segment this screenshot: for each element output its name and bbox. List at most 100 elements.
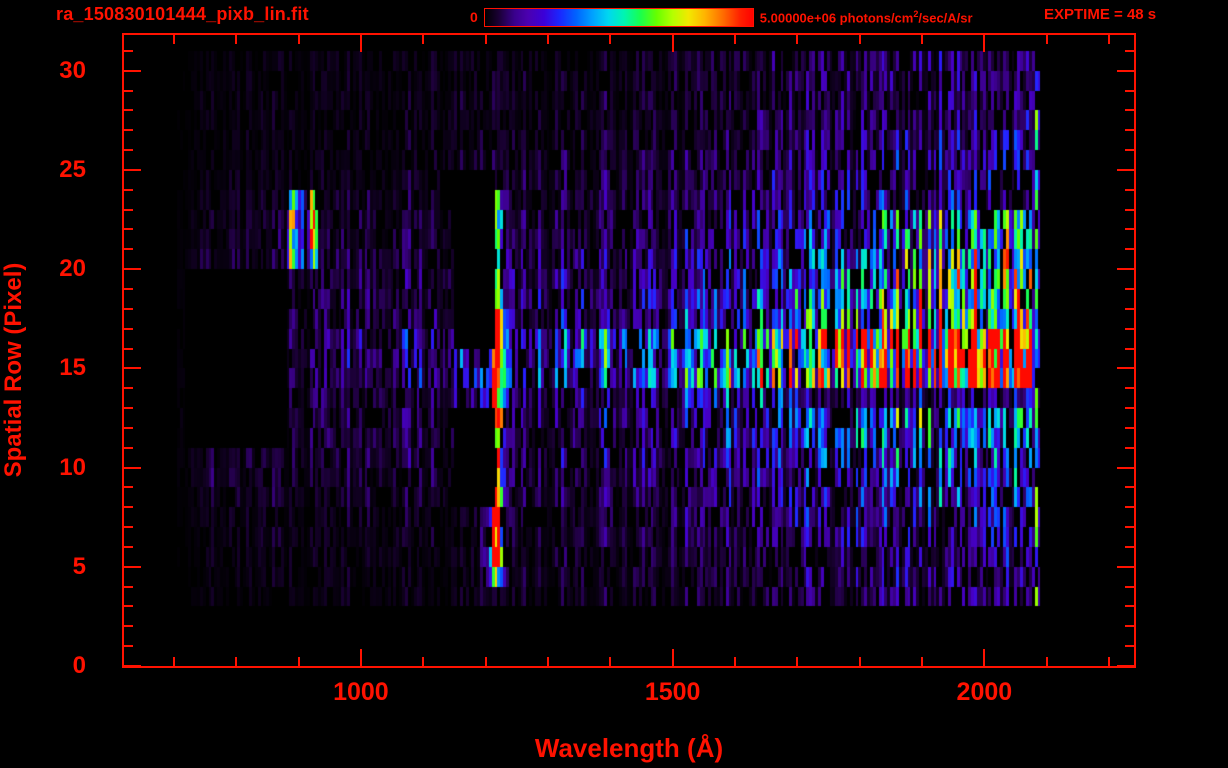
y-minor-tick [124, 645, 133, 648]
colorbar-max-value: 5.00000e+06 photons/cm [759, 10, 914, 26]
x-tick-label: 1500 [644, 678, 701, 706]
x-minor-tick [796, 657, 799, 666]
y-minor-tick [124, 327, 133, 330]
spectrogram-image [124, 35, 1134, 666]
y-minor-tick [124, 248, 133, 251]
y-major-tick-right [1117, 268, 1134, 271]
x-axis-title: Wavelength (Å) [534, 733, 724, 763]
y-minor-tick [124, 149, 133, 152]
x-major-tick-top [671, 35, 674, 52]
x-minor-tick [609, 657, 612, 666]
y-minor-tick-right [1125, 387, 1134, 390]
y-major-tick-right [1117, 168, 1134, 171]
y-minor-tick [124, 347, 133, 350]
x-minor-tick-top [733, 35, 736, 44]
y-tick-label: 10 [59, 453, 86, 481]
y-minor-tick-right [1125, 506, 1134, 509]
x-minor-tick-top [422, 35, 425, 44]
y-minor-tick [124, 228, 133, 231]
x-tick-label: 2000 [956, 678, 1013, 706]
y-tick-label: 30 [59, 56, 86, 84]
x-minor-tick-top [796, 35, 799, 44]
y-minor-tick-right [1125, 129, 1134, 132]
y-tick-label: 15 [59, 354, 86, 382]
y-minor-tick [124, 605, 133, 608]
y-minor-tick [124, 407, 133, 410]
x-minor-tick-top [609, 35, 612, 44]
x-minor-tick [858, 657, 861, 666]
page-title: ra_150830101444_pixb_lin.fit [56, 4, 309, 24]
x-minor-tick [172, 657, 175, 666]
y-minor-tick-right [1125, 208, 1134, 211]
colorbar-min-label: 0 [470, 9, 478, 25]
colorbar: 0 5.00000e+06 photons/cm2/sec/A/sr [470, 6, 973, 28]
y-minor-tick-right [1125, 327, 1134, 330]
x-major-tick [671, 649, 674, 666]
x-minor-tick-top [921, 35, 924, 44]
exposure-time-label: EXPTIME = 48 s [1044, 6, 1157, 23]
y-major-tick [124, 466, 141, 469]
y-minor-tick [124, 109, 133, 112]
x-minor-tick [235, 657, 238, 666]
y-tick-label: 5 [72, 552, 86, 580]
y-major-tick-right [1117, 665, 1134, 667]
y-tick-label: 0 [72, 652, 86, 679]
y-minor-tick-right [1125, 188, 1134, 191]
y-minor-tick [124, 486, 133, 489]
x-major-tick-top [359, 35, 362, 52]
y-major-tick [124, 69, 141, 72]
x-minor-tick-top [235, 35, 238, 44]
y-minor-tick-right [1125, 109, 1134, 112]
y-major-tick-right [1117, 565, 1134, 568]
y-major-tick [124, 268, 141, 271]
y-minor-tick [124, 208, 133, 211]
y-minor-tick [124, 49, 133, 52]
y-minor-tick [124, 287, 133, 290]
heatmap-area [124, 35, 1134, 666]
y-major-tick-right [1117, 367, 1134, 370]
y-major-tick [124, 665, 141, 667]
y-minor-tick [124, 188, 133, 191]
y-minor-tick-right [1125, 228, 1134, 231]
y-major-tick [124, 367, 141, 370]
y-minor-tick-right [1125, 307, 1134, 310]
y-minor-tick-right [1125, 407, 1134, 410]
colorbar-units-tail: /sec/A/sr [918, 10, 973, 26]
y-minor-tick [124, 625, 133, 628]
x-minor-tick [546, 657, 549, 666]
y-minor-tick-right [1125, 526, 1134, 529]
x-minor-tick [484, 657, 487, 666]
y-minor-tick [124, 89, 133, 92]
x-minor-tick-top [1045, 35, 1048, 44]
y-minor-tick-right [1125, 625, 1134, 628]
x-major-tick [983, 649, 986, 666]
y-minor-tick-right [1125, 545, 1134, 548]
y-minor-tick-right [1125, 426, 1134, 429]
y-minor-tick-right [1125, 287, 1134, 290]
y-axis-title: Spatial Row (Pixel) [0, 262, 27, 478]
x-minor-tick-top [297, 35, 300, 44]
y-minor-tick [124, 585, 133, 588]
y-minor-tick [124, 426, 133, 429]
y-minor-tick-right [1125, 486, 1134, 489]
y-major-tick [124, 565, 141, 568]
x-minor-tick [921, 657, 924, 666]
y-minor-tick-right [1125, 89, 1134, 92]
x-minor-tick [297, 657, 300, 666]
y-major-tick-right [1117, 466, 1134, 469]
y-minor-tick-right [1125, 347, 1134, 350]
x-major-tick-top [983, 35, 986, 52]
y-minor-tick [124, 446, 133, 449]
y-minor-tick [124, 506, 133, 509]
colorbar-gradient [483, 7, 754, 27]
y-tick-label: 20 [59, 255, 86, 283]
y-minor-tick-right [1125, 248, 1134, 251]
x-minor-tick-top [1108, 35, 1111, 44]
y-minor-tick-right [1125, 49, 1134, 52]
y-major-tick-right [1117, 69, 1134, 72]
y-minor-tick [124, 307, 133, 310]
y-minor-tick [124, 129, 133, 132]
x-major-tick [359, 649, 362, 666]
x-minor-tick-top [546, 35, 549, 44]
